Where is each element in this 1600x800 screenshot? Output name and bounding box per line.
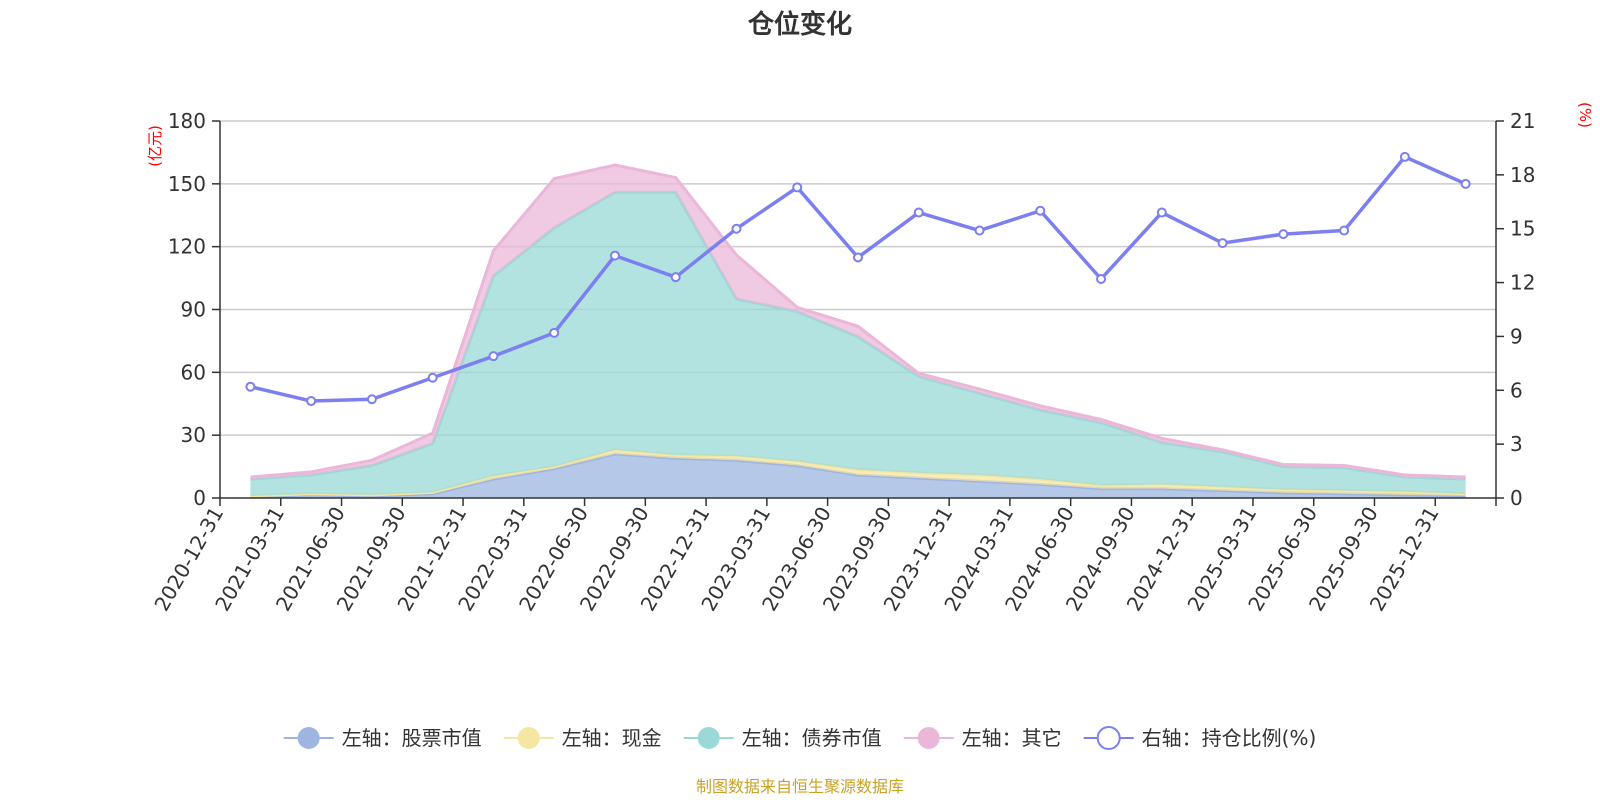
legend-label: 左轴：债券市值 [742, 726, 882, 750]
data-source-note: 制图数据来自恒生聚源数据库 [696, 777, 904, 796]
ratio-point[interactable] [1339, 225, 1350, 236]
ratio-point[interactable] [306, 396, 317, 407]
ratio-point[interactable] [1278, 229, 1289, 240]
left-tick-label: 180 [168, 109, 206, 133]
legend-marker-icon [1096, 726, 1121, 750]
ratio-point[interactable] [974, 225, 985, 236]
ratio-point[interactable] [1096, 273, 1107, 284]
ratio-point[interactable] [609, 250, 620, 261]
ratio-point[interactable] [1460, 178, 1471, 189]
legend-label: 右轴：持仓比例(%) [1142, 726, 1317, 750]
legend-label: 左轴：现金 [562, 726, 662, 750]
legend-label: 左轴：其它 [962, 726, 1062, 750]
ratio-point[interactable] [853, 252, 863, 263]
grid-lines [220, 120, 1496, 436]
area-series-2 [250, 192, 1466, 496]
right-tick-label: 18 [1510, 163, 1535, 187]
legend-item-2[interactable]: 左轴：债券市值 [683, 726, 882, 750]
ratio-point[interactable] [1399, 151, 1410, 162]
right-tick-label: 3 [1510, 432, 1523, 456]
right-tick-label: 12 [1510, 271, 1535, 295]
left-tick-label: 90 [181, 298, 206, 322]
stacked-areas [250, 163, 1466, 499]
ratio-point[interactable] [366, 394, 377, 405]
legend-label: 左轴：股票市值 [342, 726, 482, 750]
left-tick-label: 150 [168, 172, 206, 196]
legend-marker-icon [297, 727, 320, 749]
left-tick-label: 0 [193, 486, 206, 510]
ratio-point[interactable] [1035, 205, 1046, 216]
legend-item-0[interactable]: 左轴：股票市值 [283, 726, 482, 750]
ratio-point[interactable] [670, 272, 681, 283]
legend-item-1[interactable]: 左轴：现金 [503, 726, 662, 750]
left-tick-label: 120 [168, 235, 206, 259]
right-tick-label: 9 [1510, 324, 1523, 348]
ratio-point[interactable] [549, 327, 560, 338]
right-tick-label: 0 [1510, 486, 1523, 510]
legend-marker-icon [517, 727, 540, 749]
left-tick-label: 60 [181, 360, 206, 384]
left-axis-unit: (亿元) [146, 125, 164, 167]
ratio-point[interactable] [488, 351, 499, 362]
right-axis-unit: (%) [1576, 102, 1594, 128]
right-tick-label: 21 [1510, 109, 1535, 133]
ratio-line [245, 151, 1471, 407]
right-tick-label: 6 [1510, 378, 1523, 402]
ratio-point[interactable] [1217, 238, 1228, 249]
right-tick-label: 15 [1510, 217, 1535, 241]
legend-item-4[interactable]: 右轴：持仓比例(%) [1083, 726, 1317, 750]
ratio-point[interactable] [245, 381, 256, 392]
ratio-point[interactable] [731, 223, 742, 234]
ratio-point[interactable] [792, 182, 803, 193]
legend[interactable]: 左轴：股票市值 左轴：现金 左轴：债券市值 左轴：其它 右轴：持仓比例(%) [283, 726, 1317, 750]
chart-title: 仓位变化 [747, 9, 852, 40]
ratio-point[interactable] [427, 372, 438, 383]
legend-marker-icon [917, 727, 940, 749]
left-tick-label: 30 [181, 423, 206, 447]
ratio-point[interactable] [913, 207, 924, 218]
ratio-point[interactable] [1156, 207, 1167, 218]
legend-marker-icon [697, 727, 720, 749]
legend-item-3[interactable]: 左轴：其它 [903, 726, 1062, 750]
